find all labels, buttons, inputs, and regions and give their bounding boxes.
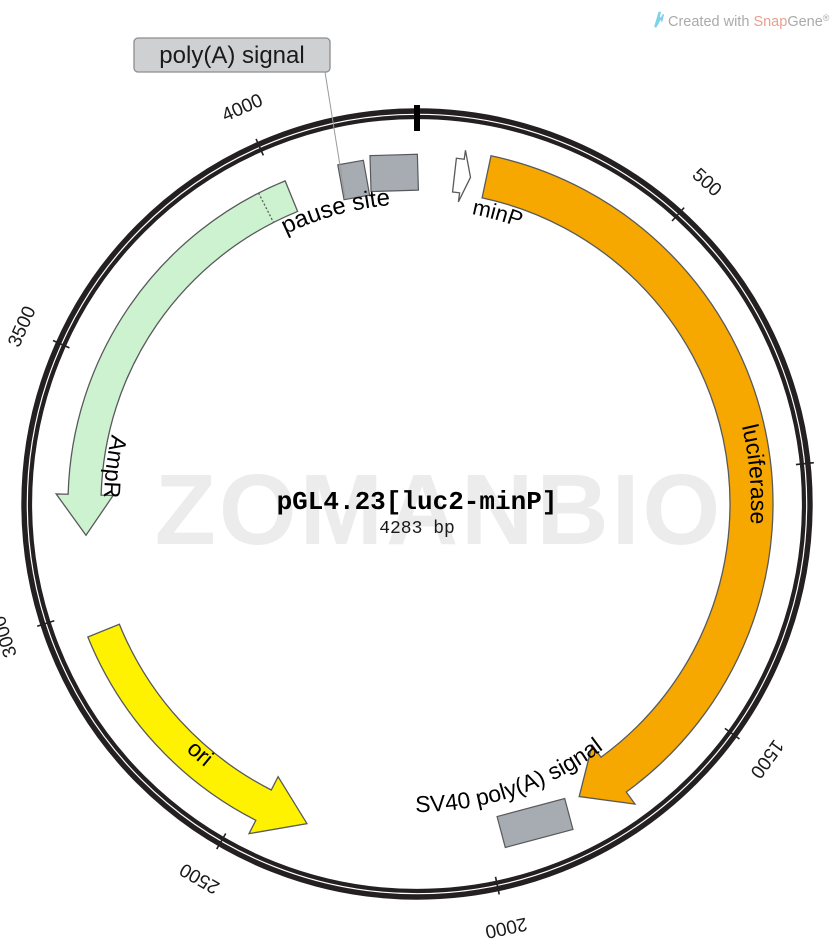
svg-text:pGL4.23[luc2-minP]: pGL4.23[luc2-minP]: [277, 487, 558, 517]
svg-text:4283 bp: 4283 bp: [379, 519, 455, 539]
svg-text:poly(A) signal: poly(A) signal: [159, 42, 304, 69]
svg-text:Created with SnapGene®: Created with SnapGene®: [668, 13, 830, 30]
